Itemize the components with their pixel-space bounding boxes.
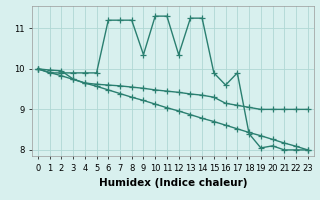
X-axis label: Humidex (Indice chaleur): Humidex (Indice chaleur) [99,178,247,188]
